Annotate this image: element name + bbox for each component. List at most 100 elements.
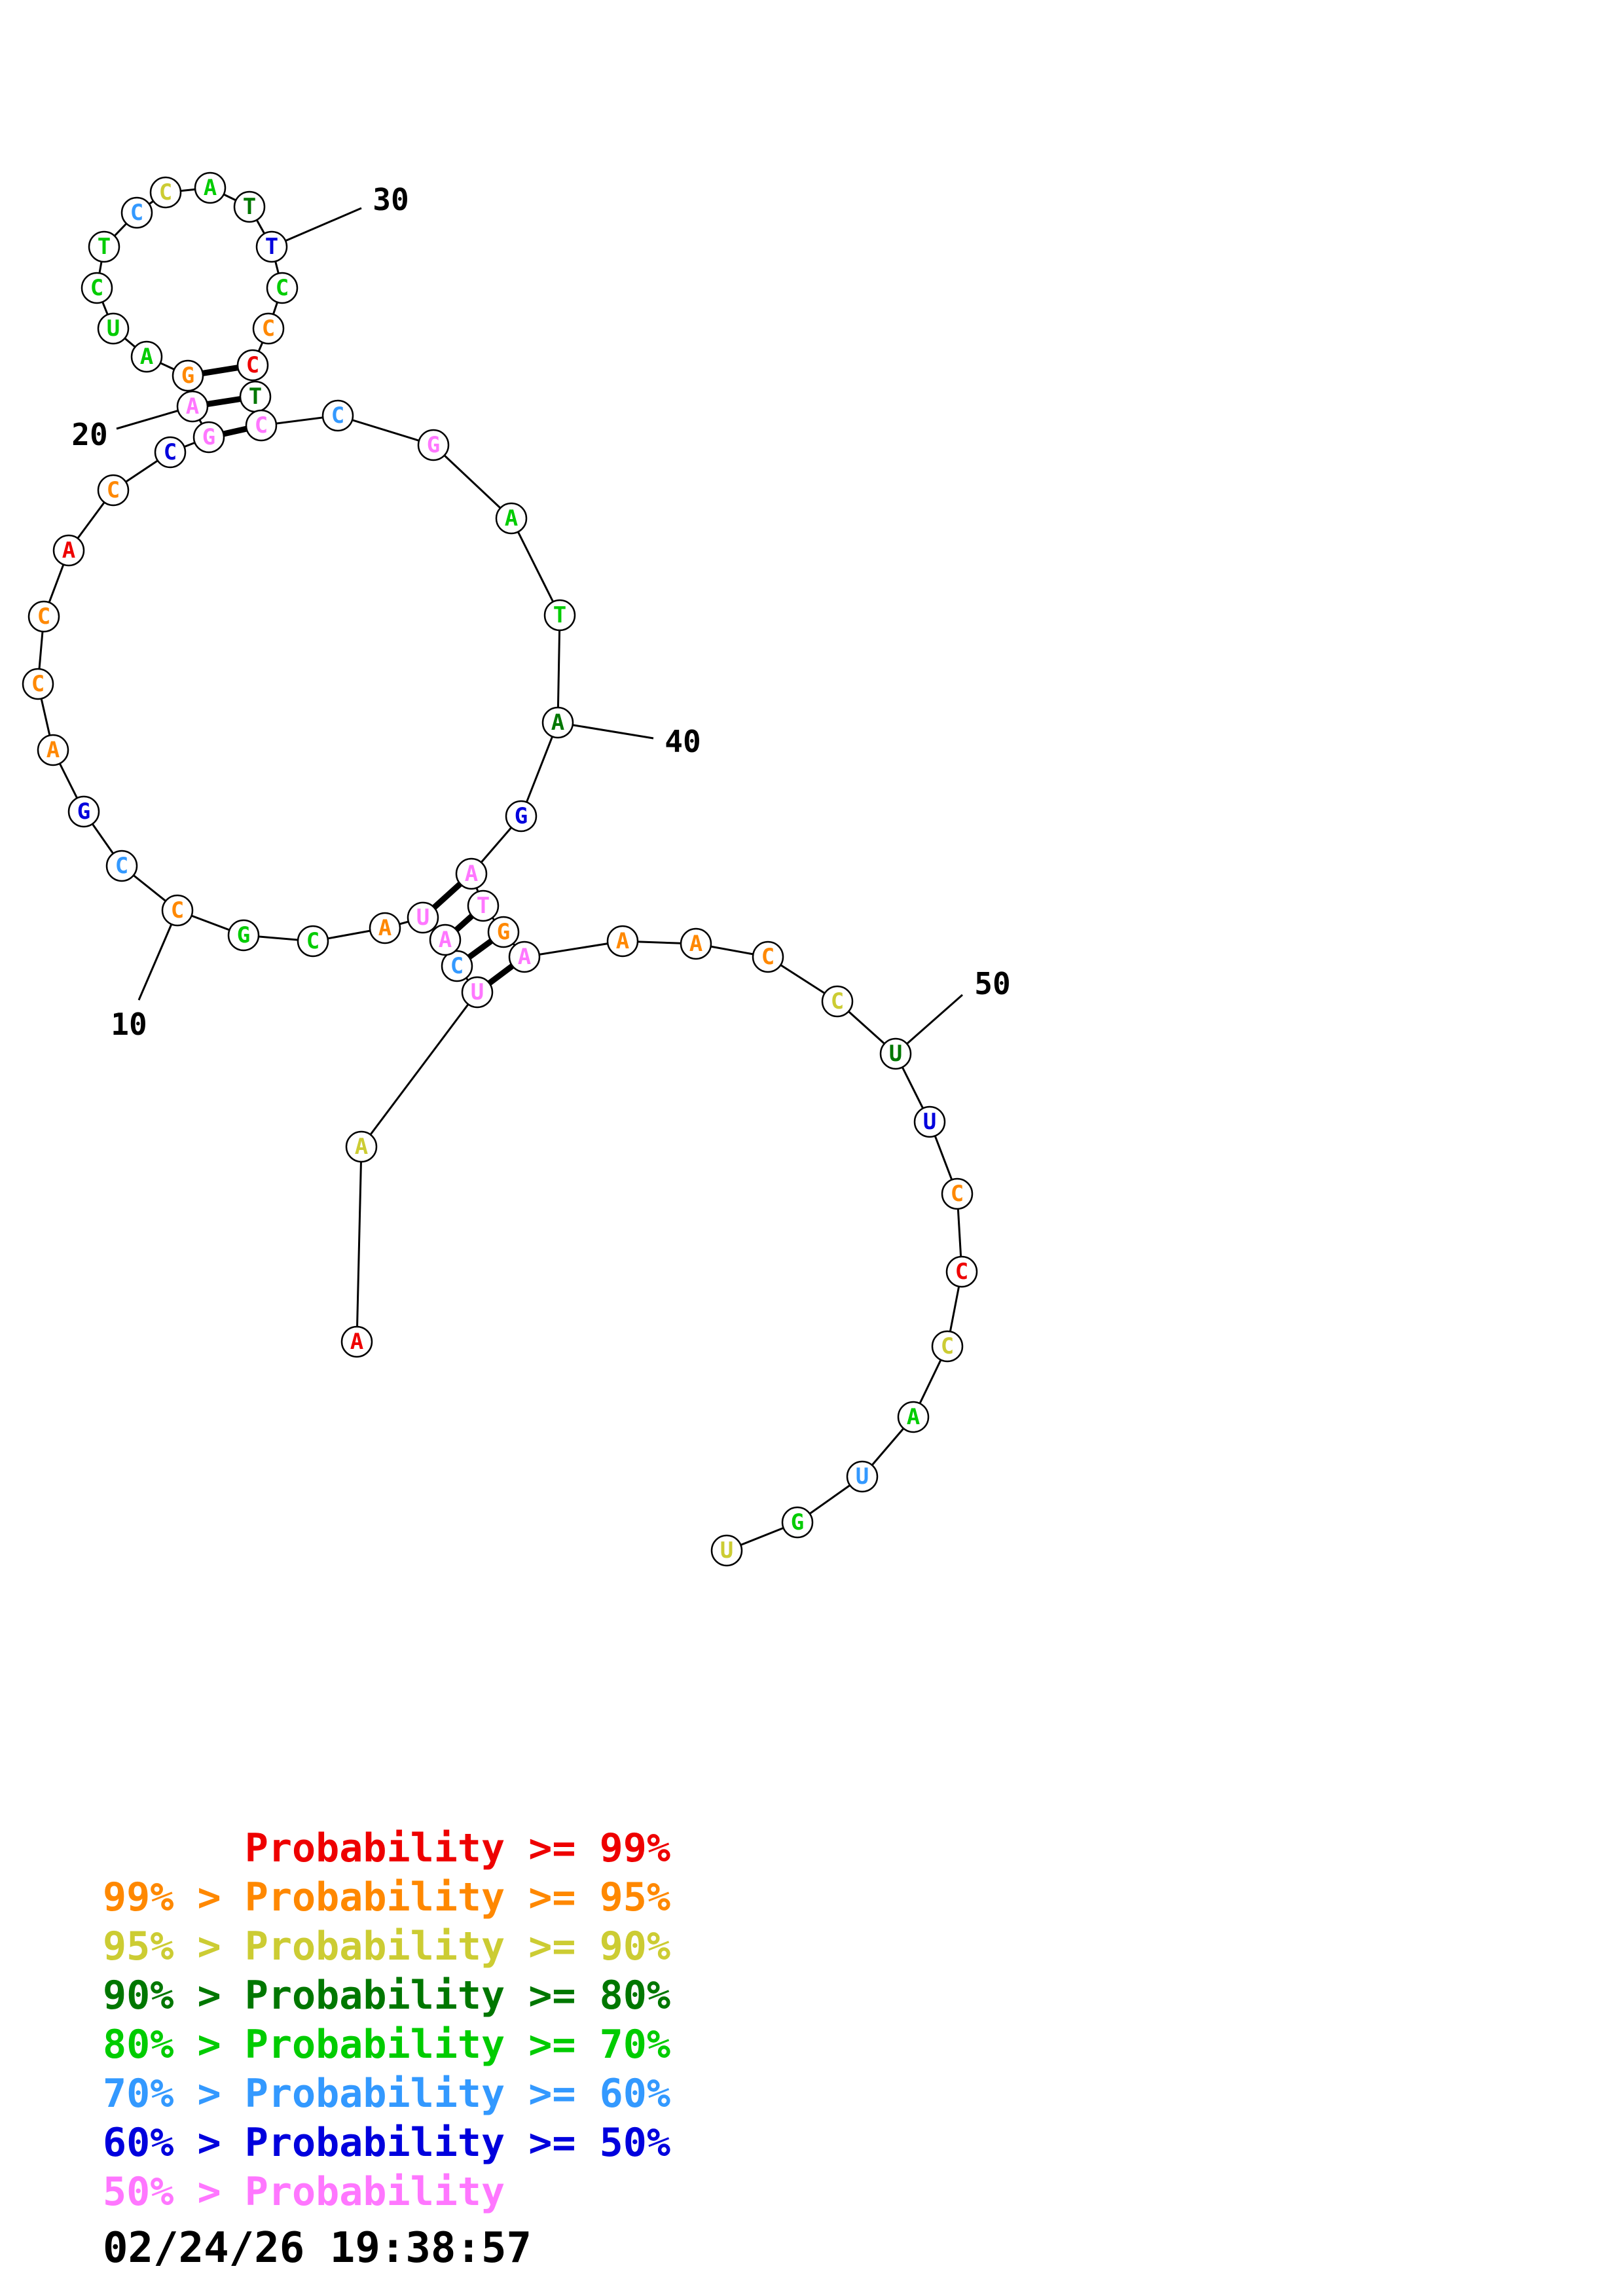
nucleotide-letter: C — [955, 1259, 968, 1285]
position-label-50: 50 — [974, 966, 1010, 1001]
nucleotide-13: A — [37, 734, 69, 766]
nucleotide-circle — [752, 941, 784, 973]
nucleotide-circle — [97, 474, 130, 507]
nucleotide-circle — [176, 390, 209, 423]
nucleotide-17: C — [97, 474, 130, 507]
nucleotide-26: C — [120, 196, 153, 229]
nucleotide-50: U — [879, 1037, 912, 1070]
position-label-20: 20 — [71, 417, 107, 452]
nucleotide-letter: A — [204, 175, 217, 201]
nucleotide-circle — [508, 941, 541, 973]
nucleotide-47: A — [680, 927, 712, 960]
nucleotide-27: C — [149, 176, 182, 209]
legend-row: 99% > Probability >= 95% — [103, 1874, 670, 1920]
position-label-10: 10 — [111, 1007, 147, 1042]
nucleotide-letter: C — [262, 315, 275, 342]
nucleotide-circle — [81, 272, 113, 304]
nucleotide-circle — [461, 976, 494, 1009]
nucleotide-letter: C — [171, 897, 184, 924]
nucleotide-letter: C — [37, 603, 50, 630]
nucleotide-letter: U — [923, 1109, 936, 1135]
nucleotide-1: A — [340, 1325, 373, 1358]
nucleotide-circle — [227, 919, 260, 952]
nucleotide-circle — [369, 912, 401, 944]
nucleotide-46: A — [606, 925, 639, 958]
nucleotide-letter: C — [255, 412, 268, 439]
nucleotide-letter: C — [831, 988, 844, 1014]
nucleotide-letter: C — [951, 1181, 964, 1207]
nucleotide-circle — [340, 1325, 373, 1358]
position-tick — [557, 721, 654, 740]
backbone-segment — [510, 518, 561, 616]
nucleotide-12: G — [67, 795, 100, 828]
nucleotide-letter: U — [856, 1463, 869, 1490]
nucleotide-letter: A — [518, 944, 531, 970]
legend-row: 90% > Probability >= 80% — [103, 1973, 670, 2018]
nucleotide-letter: U — [416, 905, 429, 931]
nucleotide-40: A — [541, 706, 574, 739]
nucleotide-circle — [505, 800, 538, 833]
nucleotide-33: C — [236, 349, 269, 382]
nucleotide-circle — [67, 795, 100, 828]
nucleotide-circle — [897, 1401, 930, 1433]
nucleotide-letter: G — [77, 798, 90, 825]
nucleotide-letter: G — [497, 919, 510, 945]
nucleotide-circle — [27, 600, 60, 633]
nucleotide-letter: G — [791, 1509, 804, 1535]
nucleotide-6: U — [407, 901, 439, 934]
nucleotide-circle — [266, 272, 299, 304]
nucleotide-32: C — [252, 312, 285, 345]
nucleotide-49: C — [821, 985, 854, 1018]
nucleotide-letter: C — [130, 200, 143, 226]
nucleotide-circle — [120, 196, 153, 229]
nucleotide-58: U — [710, 1534, 743, 1567]
nucleotide-letter: C — [276, 275, 289, 301]
nucleotide-circle — [710, 1534, 743, 1567]
nucleotide-circle — [192, 421, 225, 454]
nucleotide-circle — [913, 1105, 946, 1138]
nucleotide-5: A — [429, 924, 462, 956]
nucleotide-letter: A — [355, 1134, 368, 1160]
nucleotide-34: T — [239, 380, 272, 413]
nucleotide-letter: A — [140, 344, 153, 370]
nucleotide-letter: C — [761, 944, 775, 970]
nucleotide-letter: T — [553, 602, 566, 628]
position-label-40: 40 — [665, 724, 701, 759]
nucleotide-circle — [543, 599, 576, 632]
nucleotide-circle — [429, 924, 462, 956]
nucleotide-letter: A — [186, 393, 199, 420]
nucleotide-circle — [606, 925, 639, 958]
nucleotide-letter: T — [477, 893, 490, 919]
nucleotide-letter: T — [265, 234, 278, 260]
nucleotide-44: G — [487, 916, 520, 948]
nucleotide-letter: A — [616, 928, 629, 954]
backbone-segment — [432, 444, 513, 520]
nucleotide-15: C — [27, 600, 60, 633]
nucleotide-51: U — [913, 1105, 946, 1138]
nucleotide-circle — [105, 850, 138, 882]
nucleotide-letter: A — [62, 537, 75, 564]
position-tick — [271, 207, 362, 248]
position-label-30: 30 — [373, 182, 409, 217]
nucleotide-56: U — [846, 1460, 879, 1493]
nucleotide-10: C — [161, 894, 194, 927]
nucleotide-52: C — [941, 1177, 974, 1210]
legend-row: 50% > Probability — [103, 2169, 505, 2215]
nucleotide-circle — [821, 985, 854, 1018]
nucleotide-circle — [161, 894, 194, 927]
nucleotide-39: T — [543, 599, 576, 632]
nucleotide-31: C — [266, 272, 299, 304]
nucleotide-21: G — [172, 359, 204, 392]
backbone-segment — [360, 992, 479, 1147]
nucleotide-circle — [297, 925, 329, 958]
nucleotide-45: A — [508, 941, 541, 973]
nucleotide-circle — [130, 340, 163, 373]
nucleotide-18: C — [154, 436, 187, 469]
nucleotide-letter: C — [164, 439, 177, 465]
nucleotide-circle — [945, 1255, 978, 1288]
nucleotide-41: G — [505, 800, 538, 833]
nucleotide-letter: A — [689, 931, 702, 957]
nucleotide-4: C — [441, 950, 473, 982]
nucleotide-7: A — [369, 912, 401, 944]
